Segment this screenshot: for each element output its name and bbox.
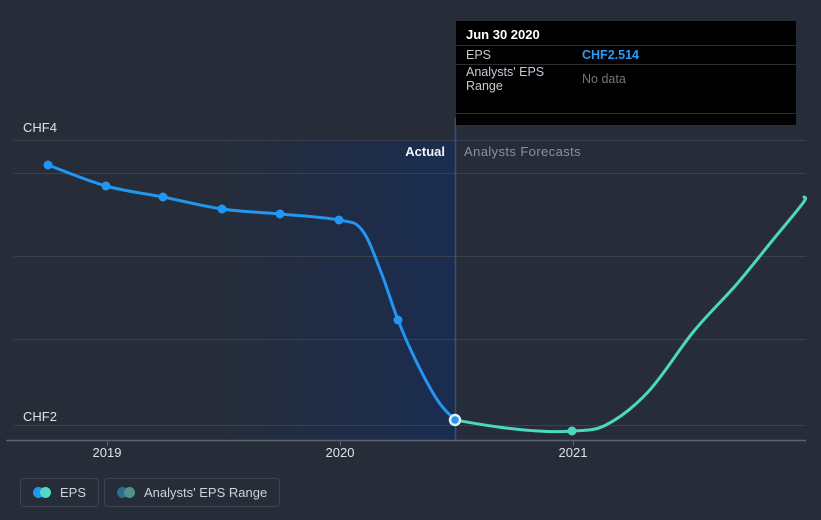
eps-data-point[interactable]: [393, 315, 403, 325]
legend-analysts-range-toggle[interactable]: Analysts' EPS Range: [104, 478, 281, 507]
hovered-data-point[interactable]: [448, 413, 462, 427]
y-axis-label: CHF2: [23, 409, 57, 424]
eps-data-point[interactable]: [334, 215, 344, 225]
tooltip-eps-value: CHF2.514: [582, 48, 639, 62]
eps-actual-line: [46, 163, 457, 422]
legend-dot-teal: [40, 487, 51, 498]
tooltip-range-value: No data: [582, 72, 626, 86]
tooltip-bottom-rule: [456, 113, 796, 125]
eps-data-point[interactable]: [43, 160, 53, 170]
legend-dot-blue: [33, 487, 44, 498]
legend-dot-muted-teal: [124, 487, 136, 498]
legend-analysts-range-label: Analysts' EPS Range: [144, 485, 268, 500]
eps-data-point[interactable]: [217, 204, 227, 214]
tooltip-row-eps: EPS CHF2.514: [456, 45, 796, 64]
y-axis-label: CHF4: [23, 120, 57, 135]
eps-data-point[interactable]: [158, 192, 168, 202]
legend-dot-muted-blue: [117, 487, 129, 498]
x-axis-label: 2021: [559, 445, 588, 460]
tooltip-eps-label: EPS: [466, 48, 492, 62]
x-axis-label: 2020: [326, 445, 355, 460]
tooltip-range-label: Analysts' EPS Range: [466, 65, 545, 93]
chart-legend: EPS Analysts' EPS Range: [20, 478, 281, 507]
eps-forecast-line: [453, 195, 808, 434]
legend-eps-label: EPS: [60, 485, 87, 500]
eps-data-point[interactable]: [275, 209, 285, 219]
analysts-range-dots-icon: [117, 487, 136, 498]
actual-highlight-band: [220, 140, 455, 440]
forecasts-region-label: Analysts Forecasts: [464, 144, 582, 159]
chart-tooltip: Jun 30 2020 EPS CHF2.514 Analysts' EPS R…: [456, 21, 796, 125]
x-axis-label: 2019: [93, 445, 122, 460]
actual-region-label: Actual: [405, 144, 445, 159]
eps-data-point[interactable]: [101, 181, 111, 191]
eps-series-dots-icon: [33, 487, 51, 498]
forecast-data-point[interactable]: [567, 426, 577, 436]
tooltip-date: Jun 30 2020: [466, 27, 540, 42]
tooltip-row-analysts-range: Analysts' EPS Range No data: [456, 64, 796, 93]
legend-eps-toggle[interactable]: EPS: [20, 478, 100, 507]
